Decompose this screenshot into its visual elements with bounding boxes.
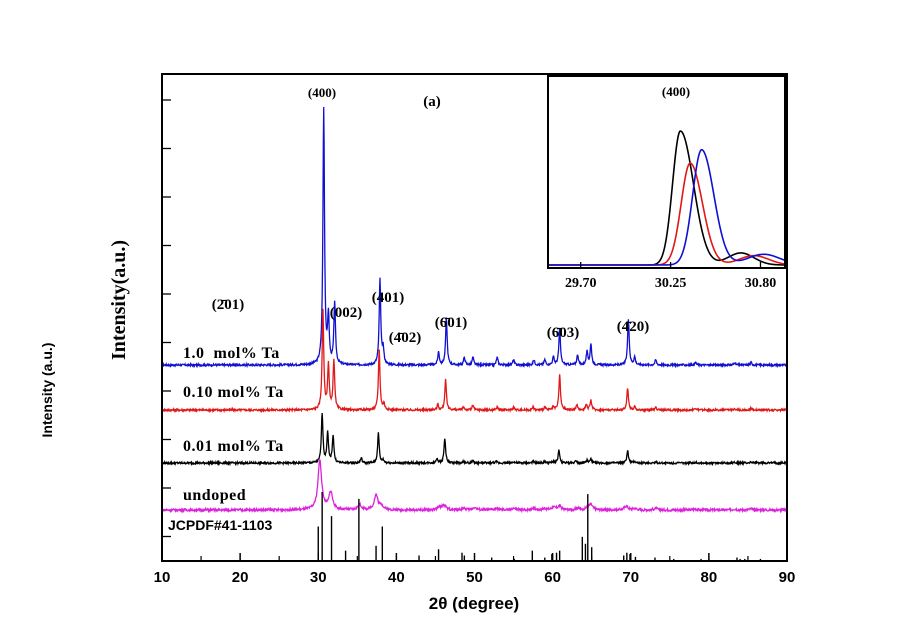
inset-series-group — [548, 130, 785, 266]
outer-y-axis-label: Intensity (a.u.) — [39, 343, 55, 438]
x-tick-label: 90 — [779, 569, 796, 586]
peak-label-m601: (6̄01) — [435, 315, 468, 331]
x-tick-label: 30 — [310, 569, 327, 586]
x-tick-label: 70 — [622, 569, 639, 586]
series-line-4 — [161, 458, 788, 514]
series-line-3 — [161, 412, 788, 467]
inset-x-tick-label: 29.70 — [565, 276, 597, 291]
x-tick-label: 20 — [232, 569, 249, 586]
peak-label-002: (002) — [330, 305, 363, 321]
main-series-group — [161, 106, 788, 514]
peak-label-m201: (2̄01) — [212, 297, 245, 313]
peak-label-m420: (4̄20) — [617, 319, 650, 335]
inset-x-tick-label: 30.80 — [745, 276, 777, 291]
reference-label: JCPDF#41-1103 — [168, 517, 273, 533]
main-x-axis: 10 20 30 40 50 60 70 80 90 — [154, 553, 796, 586]
main-y-axis-ticks — [162, 99, 171, 538]
x-tick-label: 40 — [388, 569, 405, 586]
peak-label-401: (401) — [372, 290, 405, 306]
series-label-0-10: 0.10 mol% Ta — [183, 384, 284, 401]
peak-label-400: (400) — [308, 85, 336, 100]
peak-label-m402: (4̄02) — [389, 330, 422, 346]
x-tick-label: 50 — [466, 569, 483, 586]
main-plot: 10 20 30 40 50 60 70 80 90 — [154, 73, 796, 586]
series-label-0-01: 0.01 mol% Ta — [183, 438, 284, 455]
inset-series-line-3 — [548, 148, 785, 266]
x-tick-label: 60 — [544, 569, 561, 586]
x-tick-label: 10 — [154, 569, 171, 586]
panel-label: (a) — [423, 94, 441, 110]
series-line-1 — [161, 106, 788, 369]
inset-title: (400) — [662, 84, 690, 99]
inset-x-axis: 29.70 30.25 30.80 — [565, 262, 776, 291]
series-line-2 — [161, 308, 788, 414]
series-label-1-0: 1.0 mol% Ta — [183, 345, 280, 362]
x-tick-label: 80 — [701, 569, 718, 586]
inset-frame — [547, 75, 786, 269]
series-label-undoped: undoped — [183, 487, 246, 504]
inset-plot: 29.70 30.25 30.80 (400) — [547, 75, 786, 291]
inset-x-tick-label: 30.25 — [655, 276, 687, 291]
reference-pattern — [317, 492, 762, 561]
x-axis-label: 2θ (degree) — [429, 594, 519, 613]
peak-label-m603: (6̄03) — [547, 325, 580, 341]
y-axis-label: Intensity(a.u.) — [108, 240, 130, 360]
